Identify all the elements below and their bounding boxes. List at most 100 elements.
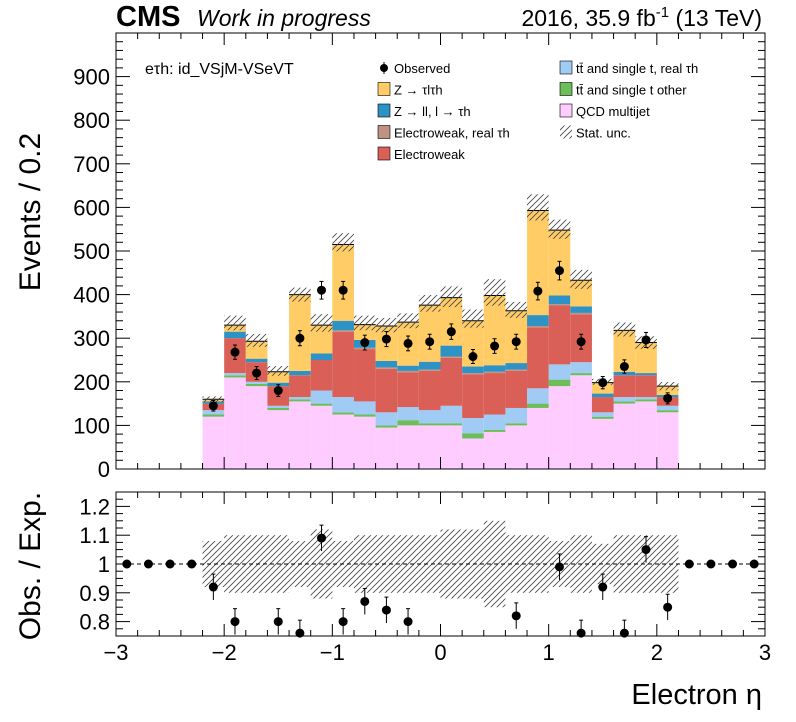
- obs-point-8: [381, 334, 391, 344]
- unc-21: [656, 382, 679, 391]
- bar-4-16: [548, 304, 571, 306]
- obs-point-11: [446, 327, 456, 337]
- ratio-point-5: [230, 617, 240, 627]
- bar-6-21: [656, 386, 679, 395]
- ratio-unc-10: [418, 535, 441, 593]
- bar-0-13: [483, 431, 506, 469]
- obs-point-13: [490, 341, 500, 351]
- bar-3-8: [375, 368, 398, 413]
- bar-5-10: [418, 361, 441, 370]
- bar-3-11: [440, 357, 463, 406]
- bar-2-21: [656, 405, 679, 411]
- unc-15: [527, 194, 549, 221]
- series-2: [202, 362, 679, 434]
- bar-5-6: [332, 320, 354, 331]
- legend-item-3: Electroweak, real τh: [377, 125, 510, 141]
- bar-0-3: [267, 410, 290, 469]
- bar-0-4: [289, 401, 311, 469]
- bar-2-5: [310, 390, 333, 404]
- bar-4-9: [397, 370, 419, 373]
- bar-5-17: [570, 306, 592, 313]
- bar-1-19: [613, 401, 636, 404]
- status-label: Work in progress: [197, 5, 371, 31]
- bar-2-10: [418, 410, 441, 424]
- ratio-point-26: [684, 559, 694, 569]
- ratio-unc-12: [462, 529, 484, 599]
- obs-point-9: [403, 338, 413, 348]
- unc-19: [613, 322, 636, 337]
- bar-0-14: [505, 425, 528, 469]
- legend-swatch: [377, 125, 391, 139]
- legend-swatch: [377, 103, 391, 118]
- ytick-label: 0: [98, 457, 110, 482]
- ytick-label: 600: [73, 195, 110, 220]
- ratio-point-10: [338, 617, 348, 627]
- ratio-point-4: [208, 582, 218, 592]
- ratio-point-11: [360, 596, 370, 606]
- ytick-label: 100: [73, 413, 110, 438]
- bar-3-15: [527, 327, 549, 389]
- unc-4: [289, 287, 311, 302]
- bar-6-13: [483, 295, 506, 366]
- bar-0-12: [462, 438, 484, 469]
- ytick-label: 800: [73, 108, 110, 133]
- ratio-point-7: [273, 617, 283, 627]
- bar-1-10: [418, 423, 441, 426]
- bar-1-17: [570, 373, 592, 376]
- bar-5-9: [397, 365, 419, 371]
- xtick-label: −3: [103, 640, 128, 665]
- legend-item-8: Stat. unc.: [560, 125, 631, 141]
- bar-0-15: [527, 407, 549, 469]
- bar-4-12: [462, 373, 484, 375]
- bar-1-11: [440, 423, 463, 426]
- ytick-label: 400: [73, 283, 110, 308]
- bar-1-14: [505, 423, 528, 426]
- bar-1-5: [310, 403, 333, 406]
- bar-0-17: [570, 375, 592, 469]
- unc-1: [224, 315, 246, 331]
- bar-1-7: [353, 414, 376, 417]
- bar-5-8: [375, 360, 398, 368]
- bar-6-3: [267, 371, 290, 383]
- bar-2-4: [289, 397, 311, 400]
- obs-point-14: [511, 337, 521, 347]
- bar-2-12: [462, 417, 484, 434]
- legend-item-5: tt̄ and single t, real τh: [559, 60, 698, 76]
- ratio-point-23: [619, 628, 629, 638]
- bar-0-7: [353, 416, 376, 469]
- xtick-label: −1: [320, 640, 345, 665]
- bar-6-5: [310, 325, 333, 354]
- ratio-point-12: [381, 605, 391, 615]
- unc-16: [548, 219, 571, 239]
- ratio-point-22: [598, 582, 608, 592]
- unc-10: [418, 295, 441, 312]
- bar-1-12: [462, 433, 484, 439]
- bar-1-16: [548, 379, 571, 387]
- legend-swatch: [377, 82, 391, 96]
- bar-6-10: [418, 305, 441, 362]
- obs-point-2: [252, 368, 262, 378]
- bar-2-0: [202, 410, 225, 415]
- ytick-label: 200: [73, 370, 110, 395]
- bar-0-5: [310, 405, 333, 469]
- bar-1-1: [224, 375, 246, 378]
- bar-2-6: [332, 397, 354, 413]
- xtick-label: −2: [212, 640, 237, 665]
- bar-1-3: [267, 407, 290, 411]
- bar-0-10: [418, 425, 441, 469]
- ratio-point-18: [511, 611, 521, 621]
- bar-2-2: [245, 381, 268, 384]
- bar-0-9: [397, 425, 419, 469]
- bar-5-16: [548, 295, 571, 305]
- bar-3-7: [353, 349, 376, 402]
- ratio-point-24: [641, 545, 651, 555]
- x-axis-label: Electron η: [631, 679, 762, 711]
- ratio-axes: −3 −2 −1 0 1 2 3 0.8 0.9 1 1.1 1.2: [79, 491, 771, 665]
- bar-6-20: [635, 342, 657, 374]
- bar-0-0: [202, 416, 225, 469]
- obs-point-0: [208, 401, 218, 411]
- ytick-label: 0.8: [79, 610, 110, 635]
- main-panel: 0 100 200 300 400 500 600 700 800 900 eτh: id_VSj…: [14, 32, 766, 482]
- bar-4-6: [332, 330, 354, 332]
- bar-2-8: [375, 412, 398, 426]
